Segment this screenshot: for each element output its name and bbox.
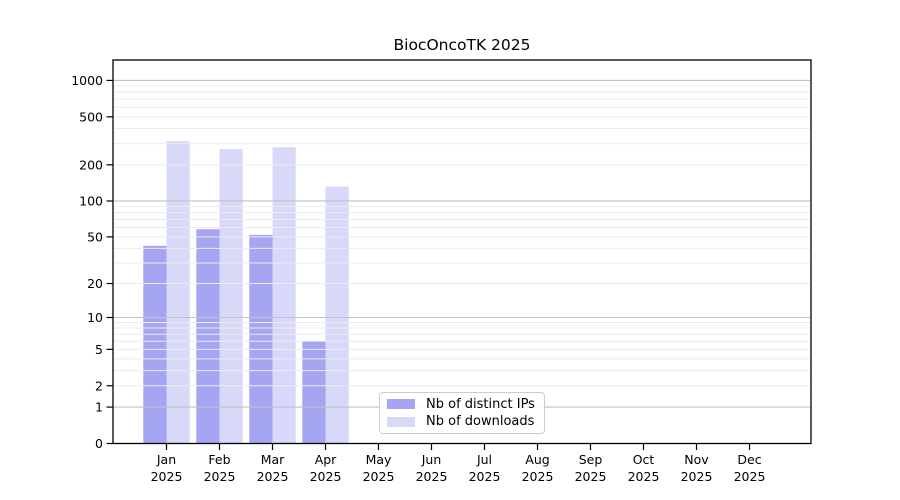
x-tick-label-month: Jul xyxy=(476,452,492,467)
x-tick-label-year: 2025 xyxy=(681,469,713,484)
bar-downloads-mar xyxy=(272,147,296,444)
y-tick-label: 100 xyxy=(79,193,103,208)
x-tick-label-month: Mar xyxy=(261,452,285,467)
bar-distinct-ips-mar xyxy=(249,234,273,444)
y-tick-label: 2 xyxy=(95,378,103,393)
legend-label-downloads: Nb of downloads xyxy=(426,414,535,430)
x-tick-label-year: 2025 xyxy=(416,469,448,484)
x-tick-label-month: Apr xyxy=(315,452,337,467)
y-tick-label: 1000 xyxy=(71,73,103,88)
x-tick-label-month: Oct xyxy=(633,452,655,467)
x-tick-label-year: 2025 xyxy=(522,469,554,484)
legend-label-distinct-ips: Nb of distinct IPs xyxy=(426,396,535,412)
x-tick-label-year: 2025 xyxy=(257,469,289,484)
x-tick-label-year: 2025 xyxy=(310,469,342,484)
bar-distinct-ips-jan xyxy=(143,245,167,444)
x-tick-label-year: 2025 xyxy=(575,469,607,484)
chart-title: BiocOncoTK 2025 xyxy=(393,36,531,54)
bar-downloads-feb xyxy=(219,149,243,444)
x-tick-label-year: 2025 xyxy=(734,469,766,484)
chart-legend: Nb of distinct IPs Nb of downloads xyxy=(379,392,545,434)
plot-border xyxy=(112,59,812,445)
x-tick-label-year: 2025 xyxy=(363,469,395,484)
x-tick-label-month: Feb xyxy=(208,452,230,467)
y-tick-label: 1 xyxy=(95,400,103,415)
bar-downloads-jan xyxy=(166,141,190,444)
y-tick-label: 200 xyxy=(79,157,103,172)
y-tick-label: 10 xyxy=(87,310,103,325)
x-tick-label-month: May xyxy=(366,452,392,467)
bar-downloads-apr xyxy=(325,186,349,444)
x-tick-label-month: Dec xyxy=(737,452,761,467)
x-tick-label-month: Jan xyxy=(156,452,176,467)
x-tick-label-month: Aug xyxy=(525,452,549,467)
legend-item-distinct-ips: Nb of distinct IPs xyxy=(387,397,537,412)
x-tick-label-year: 2025 xyxy=(469,469,501,484)
x-tick-label-month: Nov xyxy=(684,452,709,467)
legend-swatch-distinct-ips xyxy=(387,399,415,410)
x-tick-label-year: 2025 xyxy=(204,469,236,484)
y-tick-label: 0 xyxy=(95,436,103,451)
bar-distinct-ips-feb xyxy=(196,229,220,444)
x-tick-label-month: Jun xyxy=(421,452,442,467)
x-tick-label-year: 2025 xyxy=(628,469,660,484)
legend-item-downloads: Nb of downloads xyxy=(387,414,537,429)
y-tick-label: 5 xyxy=(95,342,103,357)
x-tick-label-month: Sep xyxy=(579,452,603,467)
x-tick-label-year: 2025 xyxy=(151,469,183,484)
y-tick-label: 20 xyxy=(87,276,103,291)
bar-distinct-ips-apr xyxy=(302,341,326,444)
y-tick-label: 500 xyxy=(79,109,103,124)
legend-swatch-downloads xyxy=(387,416,415,427)
y-tick-label: 50 xyxy=(87,229,103,244)
